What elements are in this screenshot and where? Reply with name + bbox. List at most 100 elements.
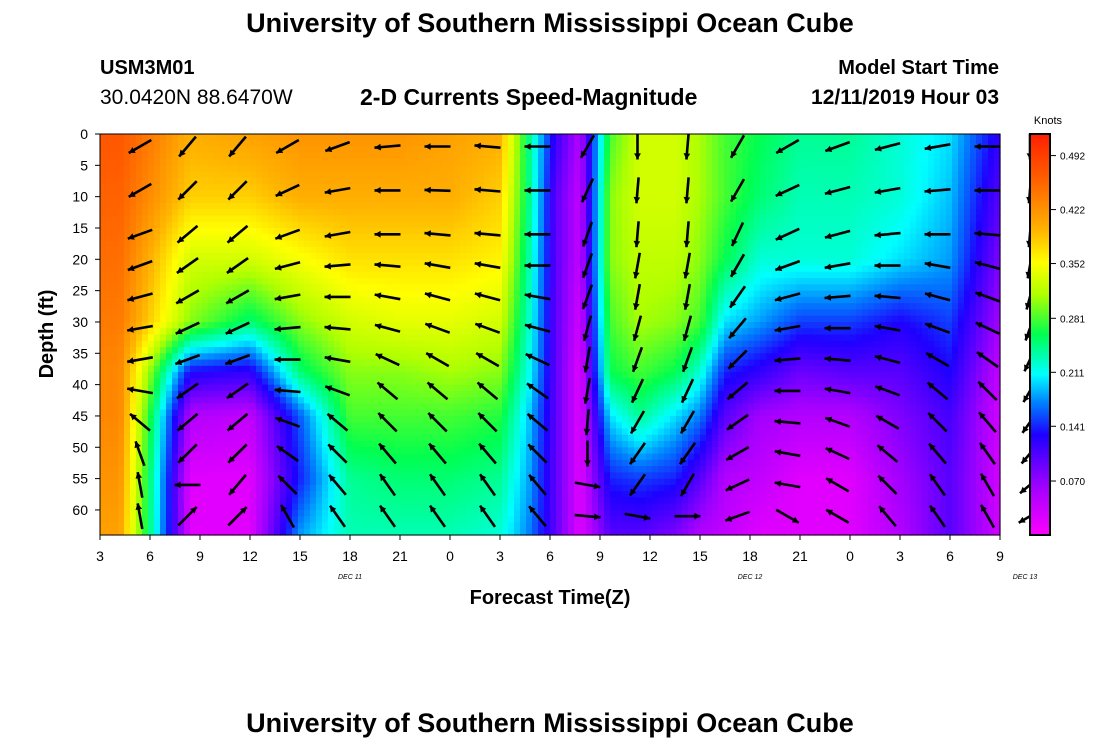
heat-cell	[286, 409, 293, 417]
heat-cell	[148, 509, 155, 517]
heat-cell	[232, 403, 239, 411]
heat-cell	[406, 253, 413, 260]
heat-cell	[220, 134, 227, 141]
heat-cell	[466, 409, 473, 417]
heat-cell	[226, 321, 233, 329]
heat-cell	[496, 152, 503, 160]
heat-cell	[280, 227, 287, 235]
heat-cell	[250, 390, 257, 398]
heat-cell	[142, 265, 149, 273]
heat-cell	[490, 472, 497, 480]
heat-cell	[148, 365, 155, 373]
heat-cell	[526, 459, 533, 467]
heat-cell	[340, 347, 347, 354]
heat-cell	[226, 353, 233, 361]
heat-cell	[238, 209, 245, 217]
heat-cell	[124, 246, 131, 254]
heat-cell	[508, 390, 515, 398]
heat-cell	[148, 165, 155, 173]
heat-cell	[406, 315, 413, 323]
heat-cell	[502, 384, 509, 392]
heat-cell	[544, 447, 551, 455]
heat-cell	[418, 509, 425, 517]
heat-cell	[202, 441, 209, 448]
heat-cell	[352, 278, 359, 285]
heat-cell	[238, 253, 245, 260]
heat-cell	[178, 428, 185, 436]
heat-cell	[478, 359, 485, 367]
heat-cell	[142, 359, 149, 367]
heat-cell	[112, 478, 119, 486]
heat-cell	[208, 140, 215, 148]
heat-cell	[214, 472, 221, 480]
heat-cell	[472, 415, 479, 423]
heat-cell	[358, 177, 365, 185]
heat-cell	[382, 397, 389, 405]
heat-cell	[292, 190, 299, 198]
heat-cell	[328, 278, 335, 285]
heat-cell	[448, 271, 455, 279]
heat-cell	[532, 315, 539, 323]
heat-cell	[106, 177, 113, 185]
heat-cell	[274, 384, 281, 392]
heat-cell	[208, 271, 215, 279]
heat-cell	[532, 140, 539, 148]
heat-cell	[448, 390, 455, 398]
heat-cell	[226, 221, 233, 229]
heat-cell	[160, 184, 167, 191]
heat-cell	[262, 491, 269, 499]
heat-cell	[238, 403, 245, 411]
heat-cell	[496, 321, 503, 329]
heat-cell	[190, 265, 197, 273]
heat-cell	[460, 503, 467, 511]
heat-cell	[502, 215, 509, 223]
heat-cell	[472, 516, 479, 524]
heat-cell	[460, 484, 467, 492]
heat-cell	[388, 227, 395, 235]
heat-cell	[244, 215, 251, 223]
heat-cell	[430, 309, 437, 317]
heat-cell	[514, 177, 521, 185]
heat-cell	[160, 328, 167, 336]
heat-cell	[226, 215, 233, 223]
heat-cell	[250, 215, 257, 223]
heat-cell	[556, 403, 563, 411]
heat-cell	[178, 190, 185, 198]
heat-cell	[298, 478, 305, 486]
heat-cell	[358, 215, 365, 223]
heat-cell	[376, 146, 383, 154]
heat-cell	[106, 265, 113, 273]
heat-cell	[262, 453, 269, 461]
heat-cell	[148, 234, 155, 242]
heat-cell	[178, 227, 185, 235]
heat-cell	[484, 265, 491, 273]
heat-cell	[556, 503, 563, 511]
heat-cell	[478, 397, 485, 405]
heat-cell	[310, 146, 317, 154]
heat-cell	[238, 284, 245, 292]
heat-cell	[136, 334, 143, 342]
heat-cell	[148, 434, 155, 442]
heat-cell	[178, 478, 185, 486]
heat-cell	[538, 134, 545, 141]
heat-cell	[328, 171, 335, 179]
heat-cell	[550, 152, 557, 160]
heat-cell	[430, 265, 437, 273]
heat-cell	[370, 328, 377, 336]
heat-cell	[346, 334, 353, 342]
heat-cell	[100, 434, 107, 442]
heat-cell	[202, 165, 209, 173]
heat-cell	[274, 491, 281, 499]
heat-cell	[184, 384, 191, 392]
heat-cell	[178, 434, 185, 442]
heat-cell	[118, 177, 125, 185]
heat-cell	[226, 441, 233, 448]
heat-cell	[562, 259, 569, 267]
heat-cell	[136, 215, 143, 223]
heat-cell	[256, 434, 263, 442]
heat-cell	[562, 466, 569, 473]
heat-cell	[328, 340, 335, 348]
heat-cell	[244, 447, 251, 455]
heat-cell	[466, 428, 473, 436]
